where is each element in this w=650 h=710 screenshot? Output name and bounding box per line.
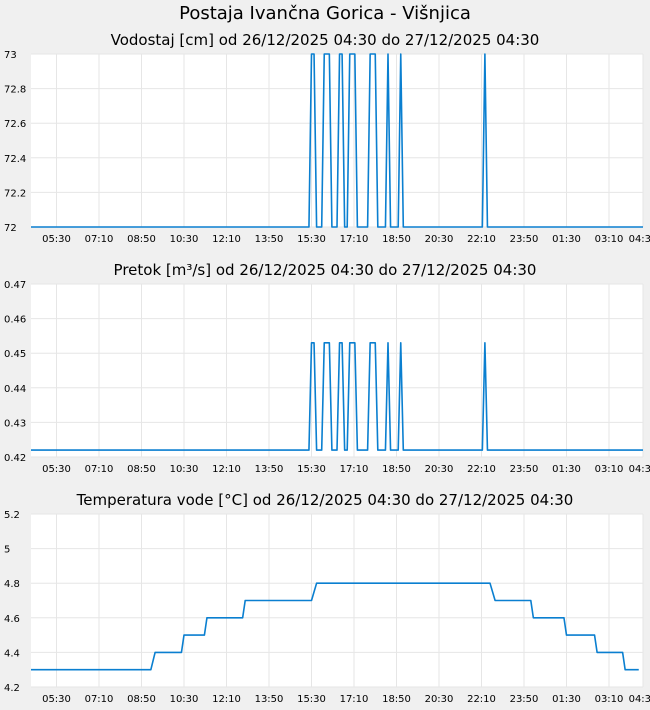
x-tick-label: 12:10 — [212, 464, 241, 475]
x-tick-label: 18:50 — [382, 234, 411, 245]
y-tick-label: 72 — [4, 223, 17, 234]
x-tick-label: 05:30 — [42, 464, 71, 475]
x-tick-label: 13:50 — [255, 694, 284, 705]
x-tick-label: 23:50 — [510, 694, 539, 705]
x-tick-label: 22:10 — [467, 464, 496, 475]
x-tick-label: 18:50 — [382, 694, 411, 705]
x-tick-label: 15:30 — [297, 234, 326, 245]
x-tick-label: 07:10 — [85, 234, 114, 245]
x-tick-label: 01:30 — [552, 694, 581, 705]
x-tick-label: 15:30 — [297, 694, 326, 705]
x-tick-label: 01:30 — [552, 464, 581, 475]
y-tick-label: 4.4 — [4, 648, 20, 659]
x-tick-label: 07:10 — [85, 464, 114, 475]
x-tick-label: 17:10 — [340, 234, 369, 245]
x-tick-label: 08:50 — [127, 234, 156, 245]
x-tick-label: 03:10 — [595, 234, 624, 245]
x-tick-label: 22:10 — [467, 694, 496, 705]
water-level-chart: 72 72.2 72.4 72.6 72.8 73 05:30 07:10 08:50 10:30… — [4, 50, 650, 245]
y-tick-label: 72.8 — [4, 85, 26, 96]
x-tick-label: 10:30 — [170, 234, 199, 245]
x-tick-label: 13:50 — [255, 234, 284, 245]
chart-title-water-temperature: Temperatura vode [°C] od 26/12/2025 04:3… — [76, 491, 574, 509]
x-tick-label: 07:10 — [85, 694, 114, 705]
y-tick-label: 0.45 — [4, 349, 26, 360]
x-tick-label: 13:50 — [255, 464, 284, 475]
x-tick-label: 23:50 — [510, 464, 539, 475]
series-line — [31, 53, 643, 228]
x-tick-label: 03:10 — [595, 694, 624, 705]
x-tick-label: 04:30 — [629, 234, 650, 245]
water-temperature-chart: 4.2 4.4 4.6 4.8 5 5.2 05:30 07:10 08:50 10:30 12:1… — [4, 510, 650, 705]
y-tick-label: 4.6 — [4, 614, 20, 625]
x-tick-label: 12:10 — [212, 234, 241, 245]
y-tick-label: 73 — [4, 50, 17, 61]
x-tick-label: 05:30 — [42, 694, 71, 705]
discharge-chart: 0.42 0.43 0.44 0.45 0.46 0.47 05:30 07:10 08:50 1… — [4, 280, 650, 475]
x-tick-label: 12:10 — [212, 694, 241, 705]
y-tick-label: 72.6 — [4, 119, 26, 130]
x-tick-label: 20:30 — [425, 694, 454, 705]
x-tick-label: 08:50 — [127, 694, 156, 705]
series-line — [31, 342, 643, 451]
x-tick-label: 10:30 — [170, 464, 199, 475]
x-tick-label: 04:30 — [629, 694, 650, 705]
x-tick-label: 08:50 — [127, 464, 156, 475]
chart-title-discharge: Pretok [m³/s] od 26/12/2025 04:30 do 27/… — [113, 261, 537, 279]
x-tick-label: 05:30 — [42, 234, 71, 245]
page-title: Postaja Ivančna Gorica - Višnjica — [179, 3, 471, 24]
plot-area — [31, 514, 643, 687]
x-tick-label: 17:10 — [340, 694, 369, 705]
y-tick-label: 0.47 — [4, 280, 26, 291]
y-tick-label: 72.4 — [4, 154, 26, 165]
y-tick-label: 5 — [4, 545, 10, 556]
x-tick-label: 20:30 — [425, 234, 454, 245]
y-tick-label: 0.43 — [4, 418, 26, 429]
x-tick-label: 10:30 — [170, 694, 199, 705]
x-tick-label: 17:10 — [340, 464, 369, 475]
chart-title-water-level: Vodostaj [cm] od 26/12/2025 04:30 do 27/… — [110, 31, 540, 49]
x-tick-label: 15:30 — [297, 464, 326, 475]
x-tick-label: 22:10 — [467, 234, 496, 245]
y-tick-label: 4.8 — [4, 579, 20, 590]
y-tick-label: 4.2 — [4, 683, 20, 694]
y-tick-label: 5.2 — [4, 510, 20, 521]
series-line — [31, 582, 639, 671]
y-tick-label: 0.46 — [4, 315, 26, 326]
y-tick-label: 0.44 — [4, 384, 26, 395]
x-tick-label: 01:30 — [552, 234, 581, 245]
y-tick-label: 0.42 — [4, 453, 26, 464]
y-tick-label: 72.2 — [4, 188, 26, 199]
x-tick-label: 04:30 — [629, 464, 650, 475]
x-tick-label: 03:10 — [595, 464, 624, 475]
x-tick-label: 23:50 — [510, 234, 539, 245]
x-tick-label: 20:30 — [425, 464, 454, 475]
x-tick-label: 18:50 — [382, 464, 411, 475]
